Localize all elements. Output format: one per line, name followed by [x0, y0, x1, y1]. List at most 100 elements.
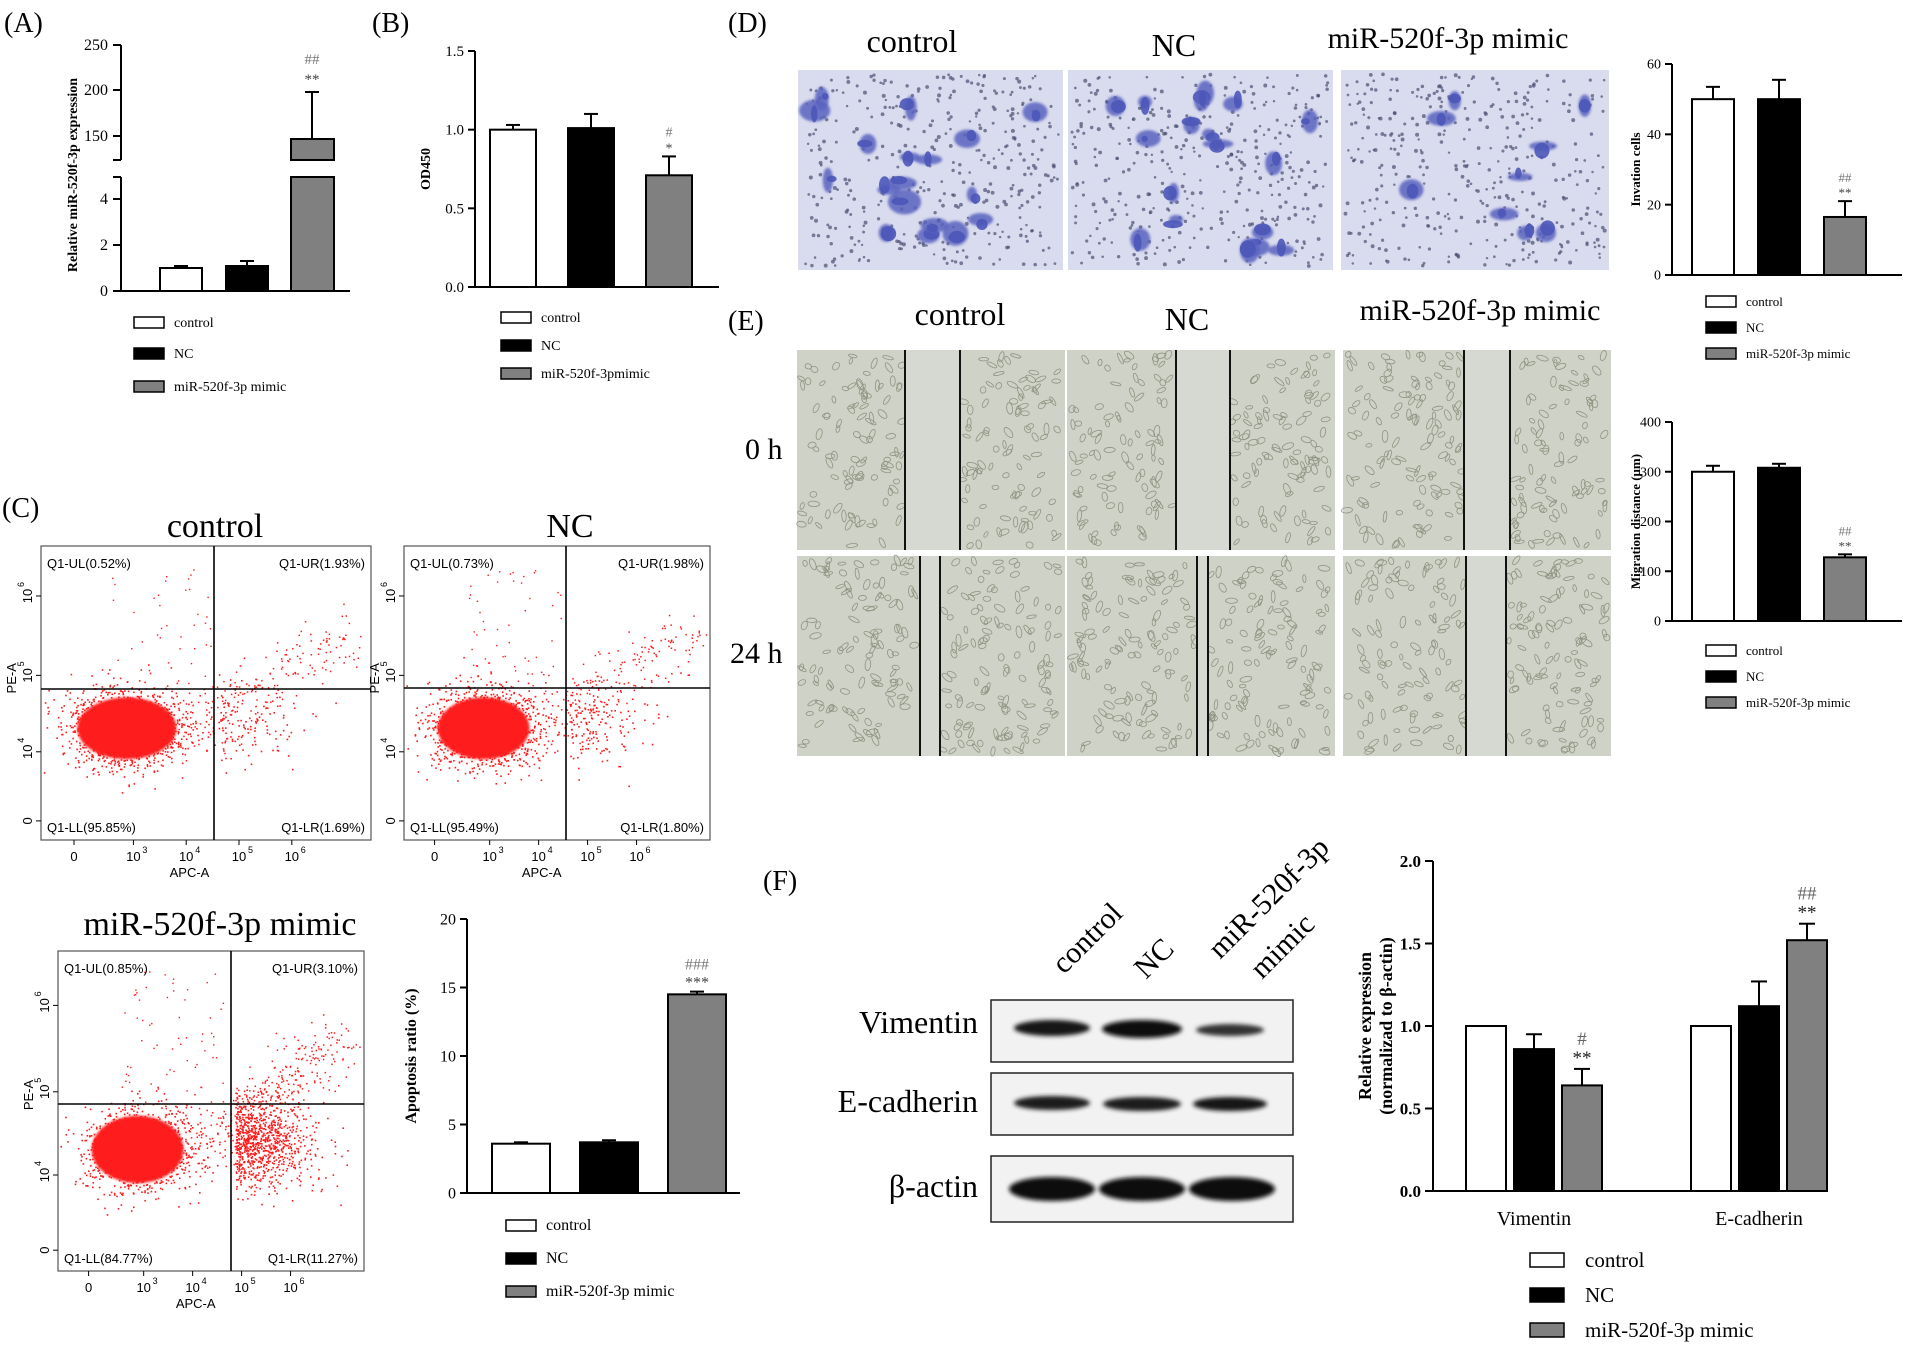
wound-cell — [1221, 712, 1228, 720]
invasion-pore — [1199, 179, 1202, 182]
invasion-pore — [1223, 94, 1227, 97]
wound-cell — [1445, 351, 1454, 360]
invasion-pore — [1043, 173, 1048, 177]
wound-cell — [1033, 596, 1039, 607]
invasion-pore — [1303, 192, 1308, 197]
invasion-pore — [849, 188, 853, 193]
invasion-pore — [1263, 83, 1268, 88]
invasion-cell-cluster — [857, 139, 873, 148]
invasion-pore — [820, 196, 824, 200]
flow-dot — [70, 716, 73, 718]
invasion-pore — [1554, 258, 1558, 262]
invasion-pore — [1019, 86, 1022, 89]
wound-cell — [998, 528, 1010, 536]
invasion-pore — [863, 220, 868, 225]
invasion-pore — [1001, 90, 1005, 94]
chart-c-legend-label-1: NC — [546, 1250, 568, 1267]
invasion-pore — [980, 158, 983, 162]
invasion-pore — [1468, 128, 1471, 132]
invasion-pore — [1369, 262, 1373, 265]
flow-dot — [279, 705, 281, 707]
wound-cell — [889, 668, 897, 677]
wound-cell — [812, 403, 820, 414]
flow-dot — [110, 767, 113, 769]
wound-cell — [1253, 659, 1260, 667]
flow-dot — [99, 754, 102, 756]
wound-cell — [1123, 358, 1131, 363]
invasion-pore — [922, 243, 926, 247]
wound-cell — [812, 446, 820, 452]
flow-dot — [251, 744, 254, 746]
flow-dot — [296, 655, 299, 658]
flow-dot — [159, 695, 161, 698]
wound-cell — [1516, 601, 1523, 613]
wound-cell — [1345, 351, 1352, 358]
wound-cell — [854, 473, 865, 480]
invasion-cell-cluster — [826, 175, 837, 183]
wound-cell — [1288, 624, 1297, 636]
flow-dot — [348, 622, 351, 625]
wound-cell — [852, 474, 864, 481]
invasion-pore — [1013, 138, 1017, 141]
invasion-pore — [1505, 126, 1509, 130]
flow-dot — [254, 727, 256, 729]
wound-cell — [1589, 681, 1597, 688]
wound-cell — [1267, 629, 1278, 636]
wound-cell — [1133, 392, 1145, 402]
invasion-pore — [1298, 115, 1302, 119]
wound-cell — [842, 470, 848, 478]
wound-cell — [1377, 564, 1383, 575]
wound-texture-4 — [1066, 555, 1332, 757]
wound-cell — [1138, 578, 1143, 588]
flow-dot — [60, 722, 62, 724]
flow-dot — [232, 709, 234, 712]
flow-dot — [235, 671, 238, 673]
flow-dot — [133, 691, 135, 694]
invasion-pore — [1419, 149, 1423, 152]
invasion-pore — [1420, 151, 1424, 155]
invasion-pore — [1253, 129, 1258, 134]
invasion-pore — [1291, 169, 1295, 173]
wound-cell — [1270, 523, 1277, 533]
invasion-pore — [1304, 105, 1308, 110]
invasion-pore — [1504, 145, 1508, 149]
wound-cell — [1153, 501, 1161, 512]
wound-cell — [1527, 672, 1532, 682]
flow-dot — [234, 711, 237, 713]
invasion-pore — [1049, 104, 1053, 108]
flow-dot — [114, 760, 116, 762]
invasion-pore — [846, 80, 851, 84]
flow-dot — [178, 731, 180, 733]
chart-f-ylabel2: (normalizad to β-actin) — [1376, 937, 1397, 1114]
wound-cell — [1445, 442, 1453, 449]
chart-f-annotation-star: ** — [1573, 1048, 1592, 1069]
flow-xtick-label: 10 — [285, 849, 299, 864]
wound-cell — [1141, 703, 1148, 716]
wound-cell — [1514, 568, 1522, 578]
wound-cell — [1135, 472, 1142, 483]
flow-dot — [193, 569, 195, 571]
flow-dot — [102, 697, 105, 699]
wound-cell — [1305, 683, 1312, 692]
wound-cell — [1162, 585, 1173, 595]
invasion-pore — [1146, 117, 1150, 121]
chart-b-annotation-star: * — [666, 141, 673, 156]
wound-cell — [1095, 725, 1104, 734]
invasion-pore — [1093, 155, 1097, 159]
flow-dot — [82, 692, 84, 694]
wound-cell — [1535, 622, 1543, 634]
wound-cell — [865, 652, 874, 659]
wound-cell — [1516, 613, 1523, 621]
wound-cell — [1444, 616, 1451, 623]
flow-dot — [223, 717, 226, 720]
wound-cell — [1003, 747, 1011, 754]
flow-dot — [254, 687, 256, 689]
invasion-pore — [1002, 199, 1007, 204]
flow-dot — [106, 757, 108, 759]
wound-cell — [828, 706, 835, 713]
invasion-pore — [1073, 159, 1078, 164]
flow-dot — [435, 767, 437, 769]
invasion-pore — [1033, 74, 1037, 78]
wound-cell — [1419, 667, 1428, 678]
wound-cell — [1318, 748, 1331, 756]
